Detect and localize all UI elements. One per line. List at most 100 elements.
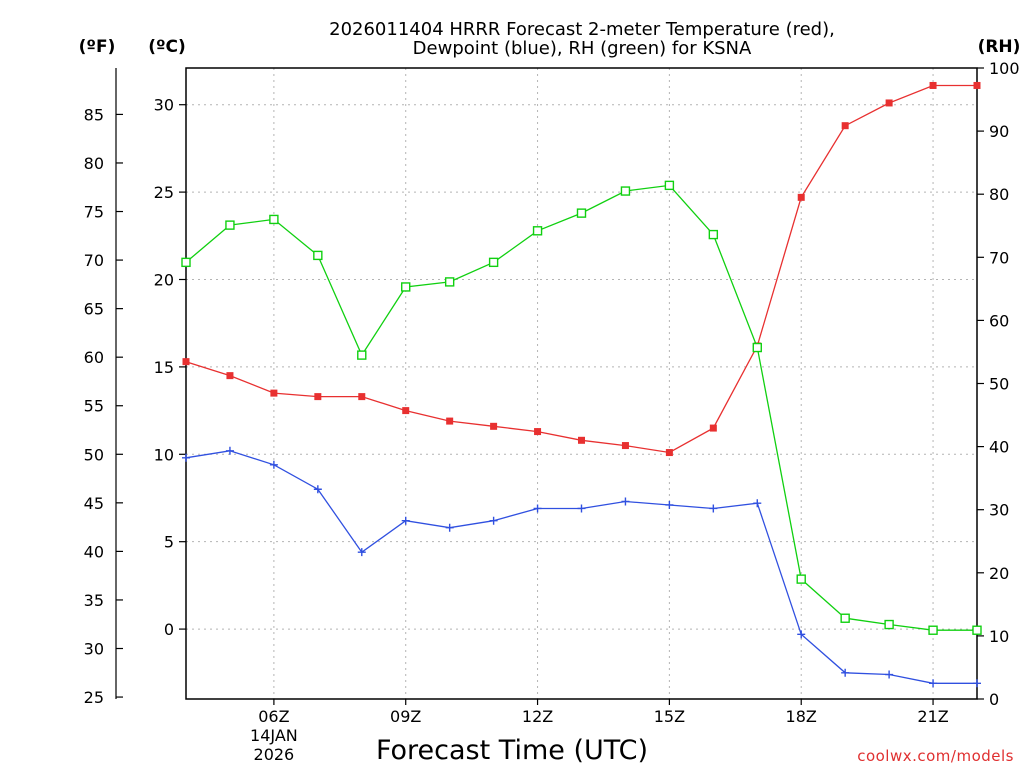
- x-tick-label: 15Z: [654, 707, 685, 726]
- fahrenheit-tick-label: 30: [84, 640, 104, 659]
- rh-tick-label: 60: [989, 311, 1009, 330]
- dewpoint-point: [577, 504, 586, 513]
- rh-tick-label: 40: [989, 438, 1009, 457]
- dewpoint-point: [533, 504, 542, 513]
- dewpoint-point: [885, 670, 894, 679]
- 2-meter-temperature-point: [226, 372, 234, 380]
- dewpoint-point: [313, 485, 322, 494]
- celsius-tick-label: 10: [154, 445, 174, 464]
- rh-point: [313, 250, 323, 261]
- dewpoint-point: [445, 523, 454, 532]
- fahrenheit-tick-label: 45: [84, 494, 104, 513]
- 2-meter-temperature-point: [534, 428, 542, 436]
- rh-point: [708, 229, 719, 240]
- rh-point: [884, 619, 894, 630]
- x-tick-label: 12Z: [522, 707, 553, 726]
- dewpoint-point: [401, 516, 410, 525]
- dewpoint-point: [621, 497, 630, 506]
- x-tick-label: 18Z: [786, 707, 817, 726]
- rh-tick-label: 50: [989, 375, 1009, 394]
- chart-title-line-2: Dewpoint (blue), RH (green) for KSNA: [413, 38, 752, 59]
- rh-unit-label: (RH): [978, 37, 1021, 57]
- rh-point: [488, 257, 499, 268]
- dewpoint-point: [973, 679, 981, 688]
- rh-tick-label: 100: [989, 59, 1020, 78]
- 2-meter-temperature-point: [841, 122, 849, 130]
- 2-meter-temperature-point: [709, 424, 717, 432]
- celsius-unit-label: (ºC): [148, 37, 186, 57]
- dewpoint-point: [753, 499, 762, 508]
- dewpoint-point: [269, 460, 278, 469]
- 2-meter-temperature-point: [797, 193, 805, 201]
- celsius-tick-label: 20: [154, 270, 174, 289]
- chart-title-line-1: 2026011404 HRRR Forecast 2-meter Tempera…: [329, 19, 835, 40]
- 2-meter-temperature-point: [973, 81, 981, 89]
- dewpoint-point: [182, 453, 190, 462]
- 2-meter-temperature-point: [314, 393, 322, 401]
- x-tick-label: 21Z: [917, 707, 948, 726]
- dewpoint-point: [665, 500, 674, 509]
- fahrenheit-tick-label: 25: [84, 688, 104, 707]
- fahrenheit-tick-label: 50: [84, 445, 104, 464]
- dewpoint-point: [357, 548, 366, 557]
- 2-meter-temperature-point: [358, 393, 366, 401]
- x-tick-date-label: 14JAN: [250, 726, 298, 745]
- 2-meter-temperature-point: [446, 417, 454, 425]
- rh-tick-label: 70: [989, 248, 1009, 267]
- fahrenheit-unit-label: (ºF): [79, 37, 116, 57]
- celsius-tick-label: 15: [154, 358, 174, 377]
- rh-point: [620, 186, 631, 196]
- rh-point: [576, 208, 587, 218]
- rh-tick-label: 10: [989, 627, 1009, 646]
- credit-text: coolwx.com/models: [857, 747, 1014, 765]
- celsius-tick-label: 30: [154, 96, 174, 115]
- 2-meter-temperature-point: [578, 436, 585, 444]
- 2-meter-temperature-point: [929, 81, 937, 89]
- 2-meter-temperature-point: [402, 407, 410, 415]
- celsius-tick-label: 5: [164, 533, 174, 552]
- 2-meter-temperature-point: [621, 442, 629, 450]
- rh-point: [444, 277, 455, 287]
- x-axis-label: Forecast Time (UTC): [376, 735, 648, 766]
- 2-meter-temperature-point: [270, 389, 278, 397]
- fahrenheit-tick-label: 75: [84, 203, 104, 222]
- rh-point: [357, 350, 367, 360]
- fahrenheit-tick-label: 80: [84, 154, 104, 173]
- dewpoint-point: [489, 516, 498, 525]
- rh-point: [972, 625, 982, 635]
- fahrenheit-tick-label: 55: [84, 397, 104, 416]
- 2-meter-temperature-point: [885, 99, 893, 107]
- rh-point: [532, 226, 543, 236]
- rh-point: [401, 282, 411, 292]
- fahrenheit-tick-label: 65: [84, 300, 104, 319]
- fahrenheit-tick-label: 60: [84, 348, 104, 367]
- dewpoint-point: [841, 668, 850, 677]
- dewpoint-point: [929, 679, 938, 688]
- x-tick-year-label: 2026: [254, 745, 295, 764]
- celsius-tick-label: 25: [154, 183, 174, 202]
- rh-point: [928, 625, 938, 635]
- 2-meter-temperature-point: [490, 422, 498, 430]
- data-series: [181, 81, 982, 688]
- rh-point: [796, 574, 806, 584]
- rh-tick-label: 0: [989, 690, 999, 709]
- rh-tick-label: 30: [989, 501, 1009, 520]
- axes: 0 5 10 15 20 25 30 25 30 35 40 45 50 55 60 65 70 75 80 85 0 1…: [84, 59, 1020, 764]
- rh-tick-label: 80: [989, 185, 1009, 204]
- dewpoint-point: [709, 504, 718, 513]
- 2-meter-temperature-point: [665, 449, 673, 457]
- rh-point: [225, 220, 235, 230]
- fahrenheit-tick-label: 40: [84, 542, 104, 561]
- rh-point: [269, 214, 279, 225]
- 2-meter-temperature-point: [182, 358, 190, 366]
- x-tick-label: 06Z: [258, 707, 289, 726]
- dewpoint-point: [225, 446, 234, 455]
- fahrenheit-tick-label: 70: [84, 251, 104, 270]
- fahrenheit-tick-label: 85: [84, 105, 104, 124]
- dewpoint-point: [797, 630, 806, 639]
- rh-point: [752, 342, 762, 353]
- rh-point: [840, 613, 850, 623]
- rh-point: [181, 257, 191, 268]
